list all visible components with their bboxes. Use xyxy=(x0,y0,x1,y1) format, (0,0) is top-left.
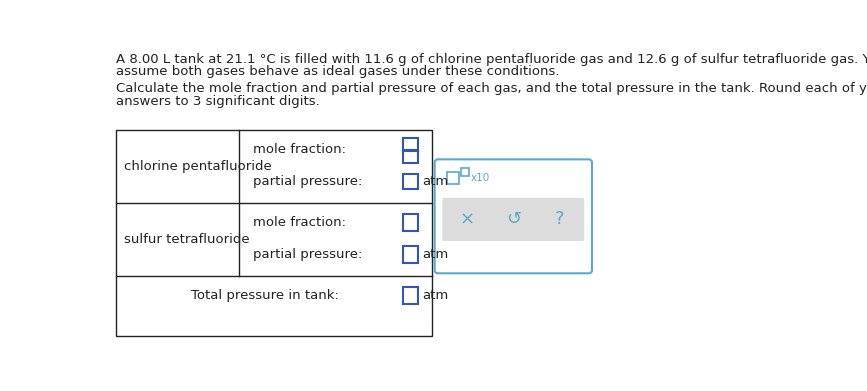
FancyBboxPatch shape xyxy=(403,138,419,150)
FancyBboxPatch shape xyxy=(403,151,419,163)
Text: assume both gases behave as ideal gases under these conditions.: assume both gases behave as ideal gases … xyxy=(116,65,559,79)
FancyBboxPatch shape xyxy=(461,168,469,176)
FancyBboxPatch shape xyxy=(403,174,419,189)
FancyBboxPatch shape xyxy=(403,246,419,263)
Text: partial pressure:: partial pressure: xyxy=(252,175,362,188)
Text: atm: atm xyxy=(422,248,448,261)
FancyBboxPatch shape xyxy=(403,214,419,231)
FancyBboxPatch shape xyxy=(447,172,460,184)
Text: partial pressure:: partial pressure: xyxy=(252,248,362,261)
Text: sulfur tetrafluoride: sulfur tetrafluoride xyxy=(124,233,250,246)
Text: A 8.00 L tank at 21.1 °C is filled with 11.6 g of chlorine pentafluoride gas and: A 8.00 L tank at 21.1 °C is filled with … xyxy=(116,53,867,66)
Text: x10: x10 xyxy=(471,173,491,183)
Text: atm: atm xyxy=(422,289,448,302)
FancyBboxPatch shape xyxy=(442,198,584,241)
Text: Total pressure in tank:: Total pressure in tank: xyxy=(191,289,339,302)
Text: mole fraction:: mole fraction: xyxy=(252,143,346,156)
Text: Calculate the mole fraction and partial pressure of each gas, and the total pres: Calculate the mole fraction and partial … xyxy=(116,83,867,95)
Text: atm: atm xyxy=(422,175,448,188)
FancyBboxPatch shape xyxy=(403,287,419,304)
FancyBboxPatch shape xyxy=(434,160,592,273)
Text: ↺: ↺ xyxy=(505,210,521,228)
Text: chlorine pentafluoride: chlorine pentafluoride xyxy=(124,160,271,173)
Text: mole fraction:: mole fraction: xyxy=(252,216,346,229)
Text: ?: ? xyxy=(555,210,564,228)
Text: answers to 3 significant digits.: answers to 3 significant digits. xyxy=(116,95,320,108)
Text: ×: × xyxy=(460,210,474,228)
